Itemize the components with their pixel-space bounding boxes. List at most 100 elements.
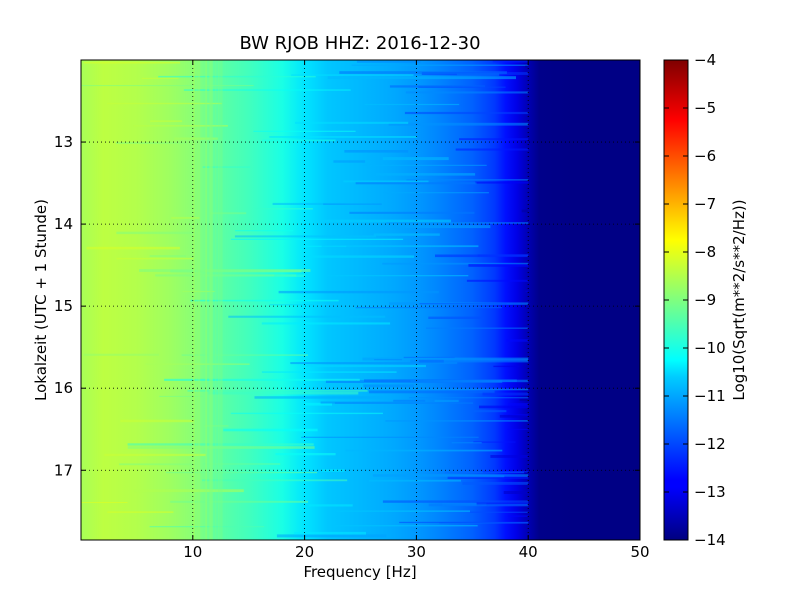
heatmap-streak xyxy=(519,399,529,402)
heatmap-vertical-streak xyxy=(210,60,212,540)
heatmap-streak xyxy=(149,255,186,257)
heatmap-streak xyxy=(473,410,507,413)
heatmap-streak xyxy=(228,315,386,318)
heatmap-streak xyxy=(365,388,529,391)
heatmap-streak xyxy=(294,531,366,535)
heatmap-streak xyxy=(339,71,507,74)
heatmap-vertical-streak xyxy=(209,60,211,540)
heatmap-streak xyxy=(203,463,281,465)
heatmap-streak xyxy=(525,199,529,202)
heatmap-streak xyxy=(306,364,426,368)
heatmap-streak xyxy=(202,479,348,482)
heatmap-streak xyxy=(383,192,489,194)
heatmap-streak xyxy=(321,469,345,472)
heatmap-vertical-streak xyxy=(209,60,211,540)
heatmap-streak xyxy=(181,354,308,356)
heatmap-streak xyxy=(183,89,351,91)
heatmap-streak xyxy=(490,455,529,458)
x-tick-label: 20 xyxy=(295,543,314,561)
heatmap-streak xyxy=(274,274,306,277)
heatmap-plot: 10 20 30 40 50 13 14 15 16 17 xyxy=(54,59,650,561)
heatmap-streak xyxy=(290,362,458,365)
heatmap-streak xyxy=(133,489,244,493)
heatmap-streak xyxy=(116,257,194,260)
heatmap-vertical-streak xyxy=(196,60,198,540)
heatmap-streak xyxy=(158,75,316,78)
heatmap-streak xyxy=(382,262,529,265)
heatmap-streak xyxy=(399,521,529,524)
heatmap-streak xyxy=(392,225,491,229)
heatmap-streak xyxy=(373,233,440,236)
heatmap-vertical-streak xyxy=(210,60,212,540)
heatmap-streak xyxy=(434,399,459,402)
plot-frame xyxy=(80,59,641,541)
colorbar-tick-label: −14 xyxy=(694,531,726,549)
heatmap-streak xyxy=(235,230,294,232)
heatmap-streak xyxy=(473,441,516,443)
heatmap-vertical-streak xyxy=(199,60,201,540)
colorbar-tick-label: −8 xyxy=(694,243,716,261)
heatmap-streak xyxy=(419,303,507,305)
heatmap-streak xyxy=(230,412,383,415)
heatmap-vertical-streak xyxy=(211,60,213,540)
heatmap-streak xyxy=(303,255,415,258)
heatmap-streak xyxy=(508,403,529,406)
heatmap-streak xyxy=(276,534,387,538)
heatmap-streak xyxy=(435,254,529,258)
heatmap-vertical-streak xyxy=(221,60,223,540)
heatmap-streak xyxy=(386,222,529,224)
heatmap-streak xyxy=(174,137,218,140)
heatmap-streak xyxy=(145,363,250,365)
heatmap-streak xyxy=(327,275,469,277)
heatmap-streak xyxy=(208,391,359,395)
heatmap-streak xyxy=(231,238,404,240)
heatmap-streak xyxy=(272,202,348,205)
heatmap-streak xyxy=(344,150,409,153)
colorbar-tick-label: −12 xyxy=(694,435,726,453)
colorbar-label: Log10(Sqrt(m**2/s**2/Hz)) xyxy=(730,199,748,400)
heatmap-vertical-streak xyxy=(217,60,219,540)
x-axis-label: Frequency [Hz] xyxy=(303,563,416,581)
heatmap-streak xyxy=(493,365,520,368)
heatmap-streak xyxy=(382,157,449,161)
heatmap-streak xyxy=(466,279,529,282)
heatmap-streak xyxy=(170,500,308,503)
heatmap-vertical-streak xyxy=(210,60,212,540)
heatmap-streak xyxy=(190,299,339,302)
heatmap-streak xyxy=(389,85,485,88)
heatmap-streak xyxy=(81,502,128,503)
colorbar-tick-label: −5 xyxy=(694,99,716,117)
colorbar-ticks: −4 −5 −6 −7 −8 −9 −10 −11 −12 −13 −14 xyxy=(664,51,726,549)
chart-title: BW RJOB HHZ: 2016-12-30 xyxy=(239,33,480,54)
heatmap-streak xyxy=(362,357,529,361)
heatmap-streak xyxy=(362,164,487,166)
heatmap-streak xyxy=(133,125,228,127)
heatmap-streak xyxy=(323,203,382,205)
heatmap-streak xyxy=(107,102,222,105)
heatmap-streak xyxy=(234,235,377,238)
heatmap-streak xyxy=(475,181,529,184)
heatmap-streak xyxy=(406,179,529,181)
heatmap-streak xyxy=(388,122,529,126)
heatmap-streak xyxy=(261,371,397,373)
x-axis-ticks: 10 20 30 40 50 xyxy=(183,60,650,561)
heatmap-streak xyxy=(525,65,529,68)
heatmap-streak xyxy=(393,399,426,402)
heatmap-streak xyxy=(369,479,461,482)
y-tick-label: 13 xyxy=(54,133,73,151)
heatmap-streak xyxy=(506,339,529,342)
heatmap-streak xyxy=(428,316,484,319)
heatmap-vertical-streak xyxy=(193,60,195,540)
heatmap-vertical-streak xyxy=(193,60,195,540)
heatmap-streak xyxy=(499,414,529,418)
x-tick-label: 10 xyxy=(183,543,202,561)
heatmap-streak xyxy=(210,212,247,215)
heatmap-vertical-streak xyxy=(220,60,222,540)
heatmap-streak xyxy=(291,74,414,76)
heatmap-streak xyxy=(104,453,206,457)
heatmap-streak xyxy=(223,428,318,432)
colorbar-tick-label: −6 xyxy=(694,147,716,165)
heatmap-streak xyxy=(308,504,353,507)
heatmap-vertical-streak xyxy=(205,60,207,540)
